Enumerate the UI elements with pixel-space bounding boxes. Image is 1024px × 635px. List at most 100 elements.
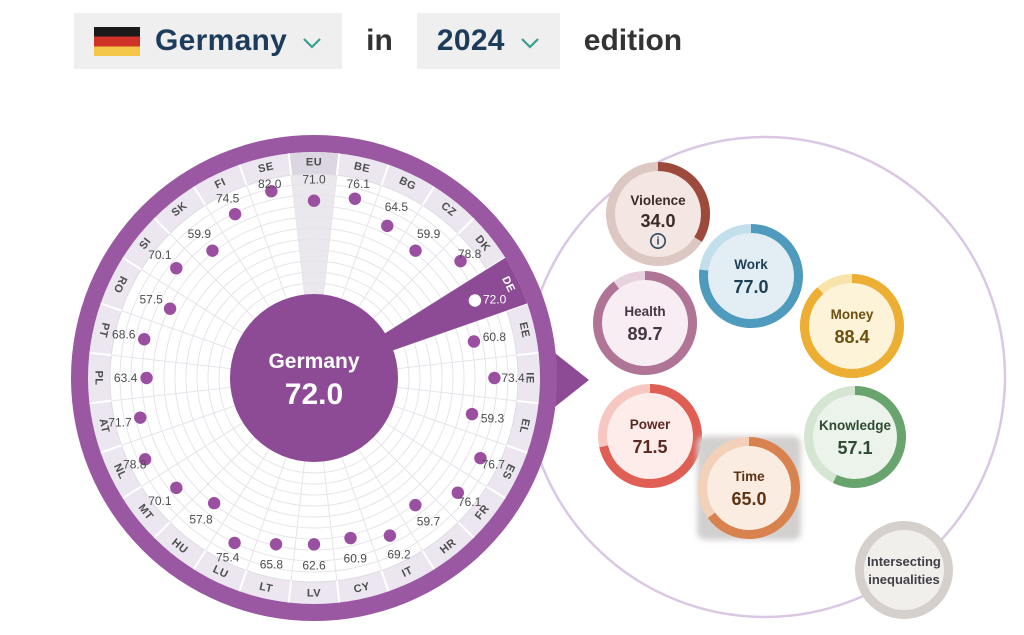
domain-work[interactable]: Work 77.0 — [699, 224, 803, 328]
country-value: 57.8 — [189, 513, 213, 527]
country-code: BE — [353, 160, 372, 175]
country-value: 59.7 — [417, 515, 441, 529]
sector-PT[interactable]: PT 68.6 — [96, 321, 151, 346]
domain-time[interactable]: Time 65.0 — [697, 436, 801, 540]
country-dot — [465, 407, 479, 421]
domain-label: Health — [624, 304, 665, 319]
sector-divider — [341, 185, 382, 299]
domain-label: Work — [734, 257, 768, 272]
band-divider — [89, 399, 112, 405]
grid-circle — [218, 282, 410, 474]
band-divider — [100, 444, 122, 454]
year-selector[interactable]: 2024 — [416, 13, 560, 69]
band-divider — [516, 351, 539, 357]
country-selector[interactable]: Germany — [74, 13, 343, 69]
info-icon[interactable]: i — [649, 233, 666, 250]
domain-health[interactable]: Health 89.7 — [593, 271, 697, 375]
country-code: EE — [517, 321, 532, 339]
year-selector-value: 2024 — [436, 24, 505, 57]
country-value: 68.6 — [112, 328, 136, 342]
band-divider — [516, 399, 539, 405]
sector-EE[interactable]: EE 60.8 — [467, 321, 532, 348]
domain-power[interactable]: Power 71.5 — [598, 384, 702, 488]
grid-circle — [207, 271, 421, 485]
sector-divider — [341, 457, 382, 571]
band-divider — [238, 164, 248, 186]
country-code: LT — [258, 581, 274, 596]
country-dot — [409, 244, 422, 257]
info-icon-glyph: i — [656, 236, 659, 248]
sector-SE[interactable]: SE 82.0 — [257, 160, 282, 198]
country-dot — [269, 538, 283, 551]
country-value: 62.6 — [302, 558, 326, 572]
sector-CY[interactable]: CY 60.9 — [344, 531, 372, 596]
domain-knowledge[interactable]: Knowledge 57.1 — [804, 386, 906, 488]
country-dot — [344, 531, 357, 545]
sector-EU[interactable]: EU 71.0 — [302, 157, 326, 207]
domain-ring-value-arc — [593, 271, 697, 375]
domain-label: Time — [733, 469, 765, 484]
band-divider — [287, 580, 293, 603]
country-value: 72.0 — [483, 292, 507, 306]
selection-header: Germany in 2024 edition — [74, 12, 682, 70]
sector-LV[interactable]: LV 62.6 — [302, 538, 326, 600]
domain-label: Knowledge — [819, 418, 891, 433]
eu-average-sector-shade — [291, 174, 337, 297]
country-value: 71.0 — [302, 173, 326, 187]
domain-ring-value-arc — [657, 162, 710, 242]
country-value: 65.8 — [260, 558, 284, 572]
country-dot — [381, 219, 394, 233]
country-value: 70.1 — [148, 494, 172, 508]
band-divider — [122, 485, 142, 500]
band-divider — [380, 164, 390, 186]
germany-flag-icon — [94, 26, 140, 56]
country-dot — [228, 536, 241, 550]
domain-ring-value-arc — [707, 437, 800, 539]
sector-divider — [358, 448, 423, 551]
domain-ring-track — [855, 521, 953, 619]
band-divider — [153, 521, 171, 539]
band-divider — [153, 217, 171, 235]
grid-circle — [109, 173, 519, 583]
domain-value: 34.0 — [640, 211, 675, 231]
sector-LT[interactable]: LT 65.8 — [258, 538, 283, 595]
sector-IT[interactable]: IT 69.2 — [383, 529, 415, 580]
domain-money[interactable]: Money 88.4 — [800, 274, 904, 378]
country-value: 59.9 — [188, 227, 212, 241]
country-value: 69.2 — [387, 548, 411, 562]
sector-divider — [290, 461, 306, 581]
wheel-center: Germany 72.0 — [230, 294, 398, 462]
domain-ring-value-arc — [599, 384, 702, 488]
sector-BE[interactable]: BE 76.1 — [347, 160, 372, 205]
country-value: 78.8 — [123, 457, 147, 471]
country-dot — [170, 481, 183, 495]
band-divider — [192, 186, 207, 206]
sector-divider — [205, 205, 270, 308]
domain-violence[interactable]: Violence 34.0 i — [606, 162, 710, 266]
domain-intersecting[interactable]: Intersecting inequalities — [855, 521, 953, 619]
country-value: 70.1 — [148, 248, 172, 262]
band-divider — [335, 153, 341, 176]
wheel-center-country: Germany — [268, 350, 359, 373]
country-value: 75.4 — [216, 550, 240, 564]
country-value: 64.5 — [385, 200, 409, 214]
band-divider — [89, 351, 112, 357]
country-value: 78.8 — [458, 247, 482, 261]
wheel-pointer-arrow — [551, 350, 589, 410]
country-code: EL — [517, 417, 532, 434]
country-dot — [348, 192, 362, 205]
sector-EL[interactable]: EL 59.3 — [465, 407, 532, 435]
country-dot — [134, 411, 147, 424]
country-dot — [474, 451, 487, 465]
band-divider — [100, 302, 122, 312]
sector-PL[interactable]: PL 63.4 — [93, 370, 153, 386]
domain-value: 71.5 — [632, 437, 667, 457]
country-dot — [383, 529, 397, 542]
